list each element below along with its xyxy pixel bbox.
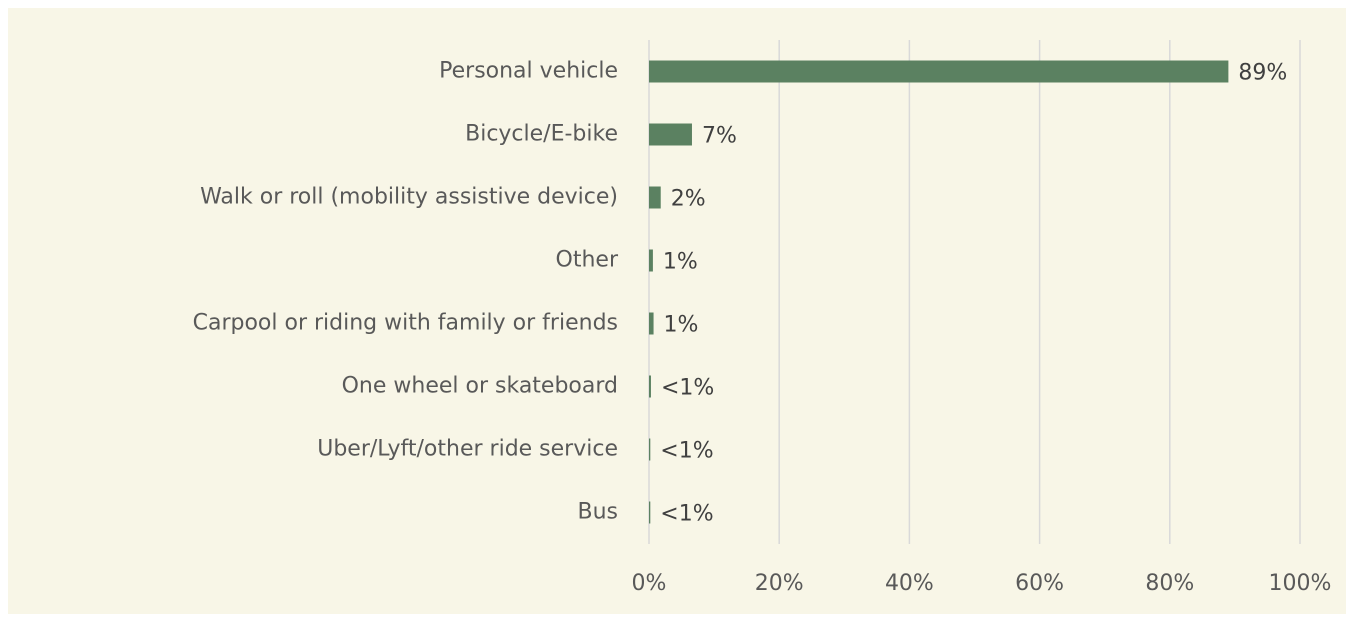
data-label: 89% xyxy=(1238,61,1287,86)
y-tick-label: Bicycle/E-bike xyxy=(465,122,618,147)
y-tick-label: Bus xyxy=(578,500,619,525)
y-tick-label: Personal vehicle xyxy=(439,59,618,84)
y-tick-label: Carpool or riding with family or friends xyxy=(193,311,618,336)
y-tick-label: Other xyxy=(556,248,619,273)
x-tick-label: 100% xyxy=(1269,571,1332,596)
bar xyxy=(649,249,653,272)
data-label: 7% xyxy=(702,124,737,149)
data-label: 1% xyxy=(664,313,699,338)
x-tick-label: 20% xyxy=(755,571,804,596)
data-label: 1% xyxy=(663,250,698,275)
y-tick-label: One wheel or skateboard xyxy=(342,374,618,399)
bar xyxy=(649,312,654,335)
bar xyxy=(649,375,651,398)
data-label: <1% xyxy=(660,439,713,464)
bar xyxy=(649,501,651,524)
y-tick-label: Walk or roll (mobility assistive device) xyxy=(200,185,618,210)
data-label: <1% xyxy=(660,502,713,527)
x-tick-label: 80% xyxy=(1145,571,1194,596)
x-tick-label: 60% xyxy=(1015,571,1064,596)
bar xyxy=(649,186,661,209)
x-tick-label: 40% xyxy=(885,571,934,596)
bar xyxy=(649,60,1229,83)
chart-background xyxy=(8,8,1346,614)
data-label: 2% xyxy=(671,187,706,212)
x-tick-label: 0% xyxy=(632,571,667,596)
bar xyxy=(649,438,651,461)
y-tick-label: Uber/Lyft/other ride service xyxy=(317,437,618,462)
data-label: <1% xyxy=(661,376,714,401)
bar xyxy=(649,123,692,146)
